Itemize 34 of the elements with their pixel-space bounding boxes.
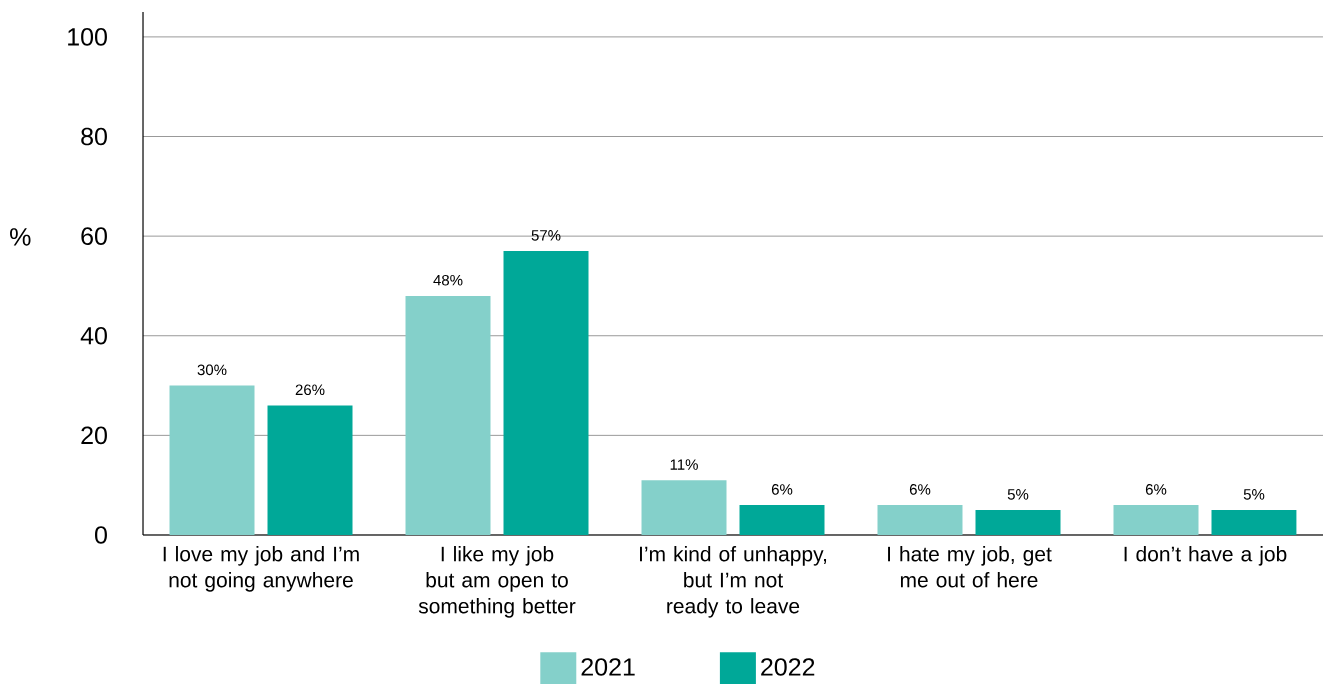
x-tick-label: I hate my job, get me out of here — [888, 546, 1052, 588]
y-tick-label: 0 — [95, 526, 107, 544]
data-label: 26% — [295, 384, 325, 396]
bar — [1113, 505, 1199, 535]
bar — [641, 480, 727, 535]
bar — [975, 510, 1061, 535]
data-label: 5% — [1007, 489, 1029, 500]
bar — [405, 295, 491, 535]
bar — [169, 385, 255, 535]
x-tick-label: I love my job and I’m not going anywhere — [163, 546, 359, 592]
data-label: 57% — [531, 230, 561, 241]
data-label: 30% — [197, 364, 227, 376]
data-label: 11% — [670, 459, 698, 470]
x-tick-label: I like my job but am open to something better — [418, 546, 576, 618]
y-tick-label: 40 — [80, 326, 107, 345]
bar — [267, 405, 353, 535]
x-tick-label: I don’t have a job — [1124, 546, 1287, 566]
legend-label: 2022 — [761, 658, 815, 676]
data-label: 6% — [1145, 484, 1167, 495]
y-tick-label: 20 — [81, 426, 107, 445]
legend-label: 2021 — [581, 658, 635, 676]
bar — [503, 251, 589, 535]
data-label: 5% — [1243, 489, 1265, 500]
y-tick-label: 60 — [81, 227, 107, 245]
y-axis-title: % — [10, 228, 31, 246]
bar — [739, 505, 825, 535]
y-tick-label: 80 — [81, 127, 107, 146]
x-tick-label: I’m kind of unhappy, but I’m not ready to leave — [640, 546, 827, 618]
y-tick-label: 100 — [68, 28, 107, 46]
data-label: 6% — [771, 484, 793, 495]
data-label: 6% — [909, 484, 931, 495]
bar — [877, 505, 963, 535]
bar — [1211, 510, 1297, 535]
data-label: 48% — [433, 274, 463, 286]
